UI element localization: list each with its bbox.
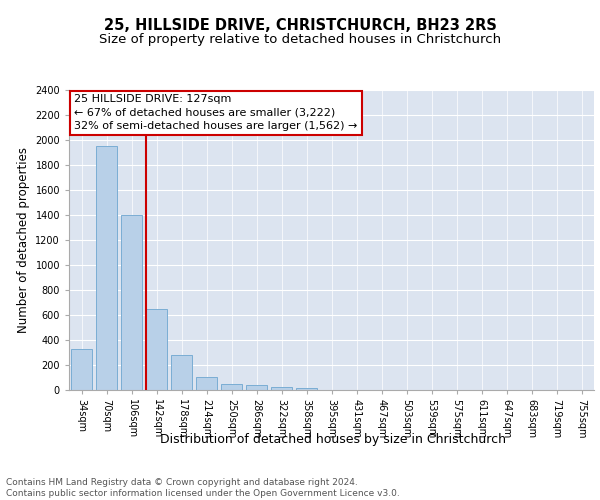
Text: 25 HILLSIDE DRIVE: 127sqm
← 67% of detached houses are smaller (3,222)
32% of se: 25 HILLSIDE DRIVE: 127sqm ← 67% of detac…	[74, 94, 358, 131]
Bar	[171, 355, 192, 390]
Bar	[296, 388, 317, 390]
Bar	[246, 385, 267, 390]
Text: 25, HILLSIDE DRIVE, CHRISTCHURCH, BH23 2RS: 25, HILLSIDE DRIVE, CHRISTCHURCH, BH23 2…	[104, 18, 496, 32]
Text: Size of property relative to detached houses in Christchurch: Size of property relative to detached ho…	[99, 32, 501, 46]
Bar	[271, 386, 292, 390]
Bar	[96, 146, 117, 390]
Bar	[196, 377, 217, 390]
Text: Distribution of detached houses by size in Christchurch: Distribution of detached houses by size …	[160, 432, 506, 446]
Y-axis label: Number of detached properties: Number of detached properties	[17, 147, 29, 333]
Bar	[146, 308, 167, 390]
Bar	[71, 350, 92, 390]
Bar	[121, 215, 142, 390]
Bar	[221, 384, 242, 390]
Text: Contains HM Land Registry data © Crown copyright and database right 2024.
Contai: Contains HM Land Registry data © Crown c…	[6, 478, 400, 498]
